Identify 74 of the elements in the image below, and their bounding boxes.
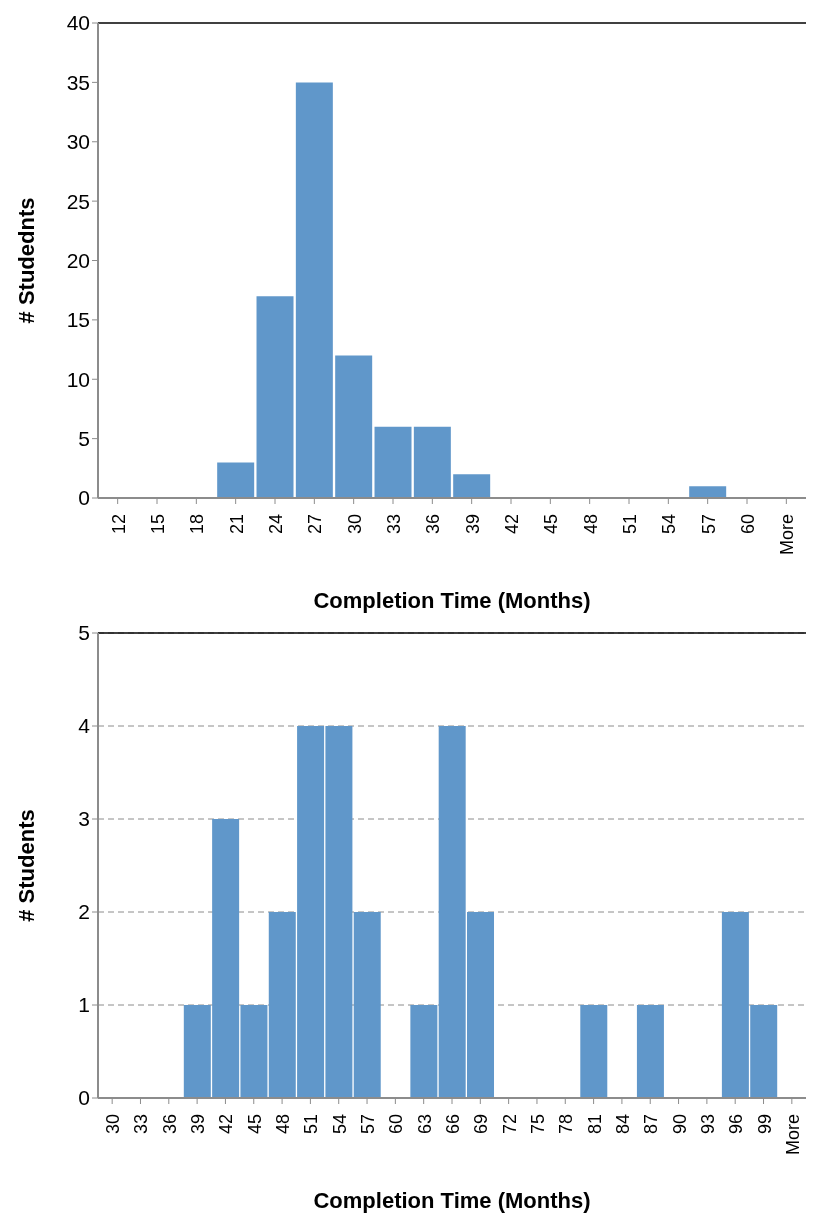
x-axis-title: Completion Time (Months): [313, 588, 591, 613]
y-tick-label: 10: [66, 367, 90, 391]
x-tick-label: 33: [131, 1114, 152, 1135]
x-tick-label: 96: [726, 1114, 747, 1135]
x-tick-label: 42: [502, 514, 522, 535]
y-tick-label: 25: [66, 189, 90, 213]
x-axis-title: Completion Time (Months): [313, 1188, 591, 1213]
y-tick-label: 2: [78, 900, 90, 924]
x-tick-label: 93: [697, 1114, 718, 1135]
y-axis-title: # Students: [13, 809, 39, 922]
x-tick-label: More: [782, 1114, 803, 1156]
x-tick-label: 27: [305, 514, 326, 535]
x-tick-label: 60: [738, 514, 758, 535]
y-tick-label: 5: [78, 427, 90, 451]
x-tick-label: 72: [499, 1114, 520, 1135]
x-tick-label: 15: [148, 514, 168, 535]
x-tick-label: 24: [266, 514, 286, 535]
y-tick-label: 15: [66, 308, 90, 332]
y-tick-label: 20: [66, 248, 90, 272]
bar: [636, 1005, 664, 1098]
x-tick-label: 54: [329, 1114, 350, 1135]
x-tick-label: 60: [386, 1114, 407, 1135]
bar: [410, 1005, 438, 1098]
x-tick-label: 48: [273, 1114, 294, 1135]
x-tick-label: 57: [698, 514, 719, 535]
x-tick-label: 30: [344, 514, 365, 535]
bar: [580, 1005, 608, 1098]
y-tick-label: 1: [78, 993, 90, 1017]
bar: [453, 474, 491, 498]
x-tick-label: 33: [384, 514, 404, 535]
x-tick-label: 63: [414, 1114, 435, 1135]
x-tick-label: 21: [226, 514, 247, 535]
x-tick-label: 99: [754, 1114, 775, 1135]
bar: [374, 426, 412, 498]
bar: [217, 462, 255, 498]
x-tick-label: 51: [620, 514, 640, 535]
x-tick-label: 87: [641, 1114, 662, 1135]
y-tick-label: 4: [78, 714, 91, 738]
bar: [413, 426, 451, 498]
y-tick-label: 0: [78, 1086, 90, 1110]
y-tick-label: 3: [78, 807, 90, 831]
y-tick-label: 30: [66, 130, 90, 154]
x-tick-label: 51: [301, 1114, 322, 1135]
x-tick-label: 78: [556, 1114, 577, 1135]
x-tick-label: 54: [659, 514, 680, 535]
bar: [689, 486, 727, 498]
y-tick-label: 0: [78, 486, 90, 510]
bar: [353, 912, 381, 1098]
x-tick-label: 36: [423, 514, 444, 535]
y-tick-label: 35: [66, 70, 90, 94]
x-tick-label: 48: [580, 514, 601, 535]
x-tick-label: 30: [103, 1114, 124, 1135]
x-tick-label: 75: [527, 1114, 548, 1135]
x-tick-label: 39: [462, 514, 483, 535]
x-tick-label: 18: [187, 514, 208, 535]
x-tick-label: 84: [612, 1114, 633, 1135]
y-axis-title: # Studednts: [13, 197, 39, 324]
x-tick-label: 36: [159, 1114, 180, 1135]
x-tick-label: More: [777, 514, 798, 556]
bar: [335, 355, 373, 498]
x-tick-label: 66: [443, 1114, 463, 1135]
y-tick-label: 40: [66, 11, 90, 35]
x-tick-label: 45: [541, 514, 562, 535]
x-tick-label: 45: [244, 1114, 265, 1135]
x-tick-label: 39: [188, 1114, 209, 1135]
x-tick-label: 69: [471, 1114, 492, 1135]
x-tick-label: 81: [584, 1114, 605, 1135]
x-tick-label: 12: [108, 514, 129, 535]
bar: [256, 296, 294, 498]
x-tick-label: 90: [669, 1114, 690, 1135]
bar: [295, 82, 333, 498]
x-tick-label: 57: [358, 1114, 379, 1135]
y-tick-label: 5: [78, 621, 90, 645]
x-tick-label: 42: [216, 1114, 237, 1135]
